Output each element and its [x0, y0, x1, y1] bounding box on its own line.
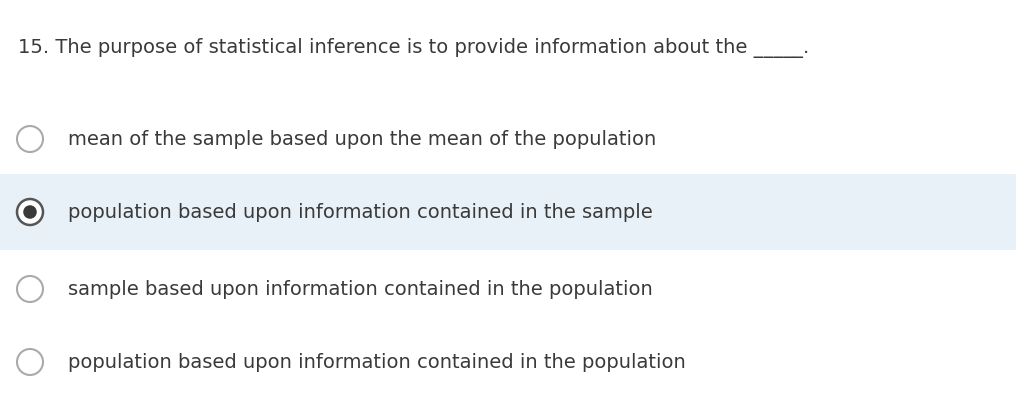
- Circle shape: [23, 206, 37, 219]
- Text: mean of the sample based upon the mean of the population: mean of the sample based upon the mean o…: [68, 130, 656, 149]
- Circle shape: [17, 127, 43, 153]
- Text: 15. The purpose of statistical inference is to provide information about the ___: 15. The purpose of statistical inference…: [18, 38, 810, 58]
- FancyBboxPatch shape: [0, 175, 1016, 250]
- Circle shape: [17, 349, 43, 375]
- Text: population based upon information contained in the population: population based upon information contai…: [68, 353, 686, 372]
- Circle shape: [17, 199, 43, 225]
- Circle shape: [17, 276, 43, 302]
- Text: sample based upon information contained in the population: sample based upon information contained …: [68, 280, 652, 299]
- Text: population based upon information contained in the sample: population based upon information contai…: [68, 203, 652, 222]
